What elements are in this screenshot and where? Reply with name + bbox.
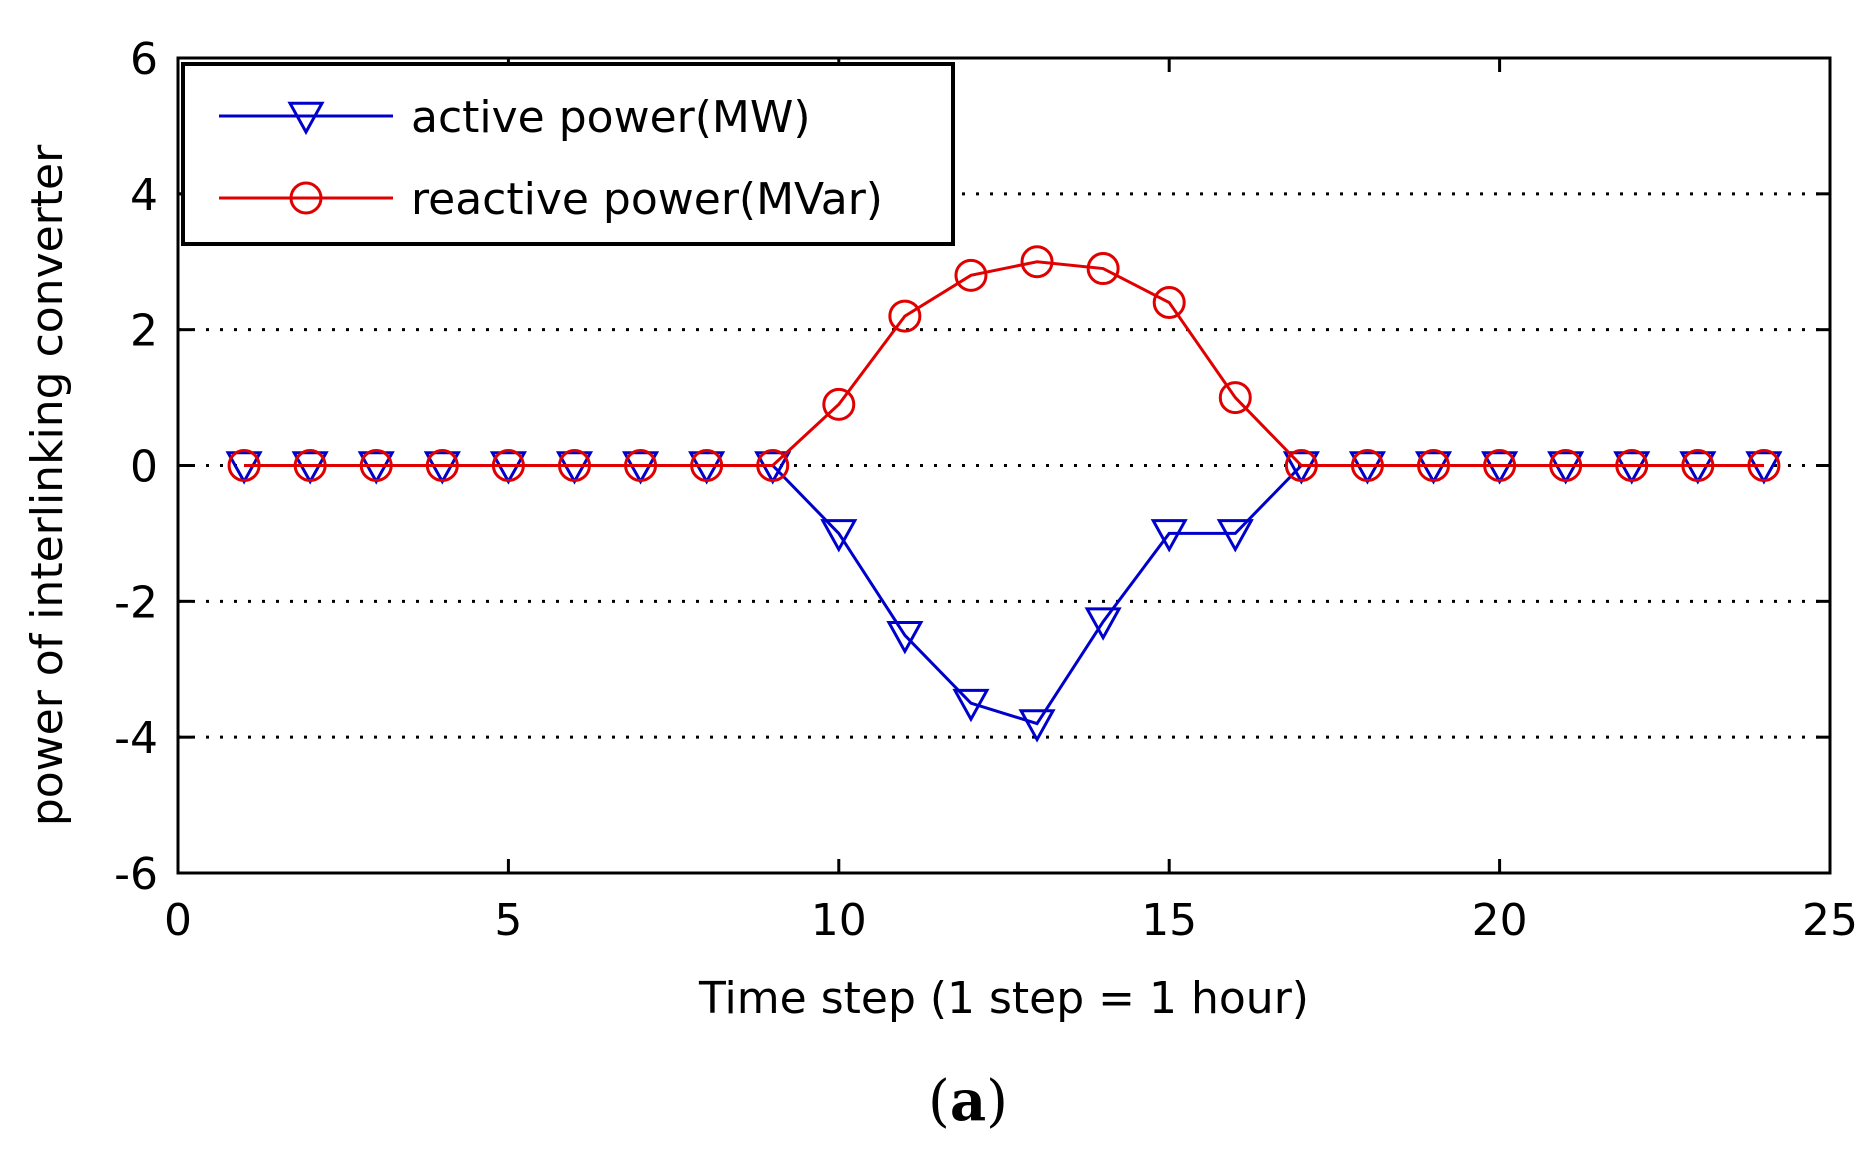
data-point bbox=[952, 688, 990, 723]
legend-marker bbox=[287, 101, 325, 136]
y-tick-label: 4 bbox=[130, 170, 158, 221]
y-tick-label: 0 bbox=[130, 442, 158, 493]
data-point bbox=[1414, 451, 1453, 485]
data-point bbox=[1615, 449, 1649, 482]
data-point bbox=[820, 519, 858, 553]
data-point bbox=[425, 449, 459, 482]
grid-lines bbox=[178, 192, 1830, 739]
data-point bbox=[888, 299, 922, 333]
panel-label: (a) bbox=[928, 1068, 1008, 1134]
data-point bbox=[291, 451, 329, 485]
series-layer bbox=[225, 245, 1783, 743]
data-point bbox=[1747, 449, 1781, 482]
data-point bbox=[1216, 519, 1254, 553]
data-point bbox=[754, 451, 792, 485]
legend-box bbox=[181, 62, 955, 246]
data-point bbox=[1152, 286, 1186, 319]
data-point bbox=[688, 451, 726, 485]
y-tick-label: 6 bbox=[130, 34, 158, 85]
data-point bbox=[1549, 449, 1583, 482]
x-tick-label: 10 bbox=[811, 895, 867, 946]
data-point bbox=[491, 449, 525, 482]
data-point bbox=[227, 449, 261, 482]
data-point bbox=[622, 451, 660, 485]
data-point bbox=[557, 449, 591, 482]
x-axis-label: Time step (1 step = 1 hour) bbox=[698, 973, 1309, 1024]
data-point bbox=[357, 451, 395, 485]
data-point bbox=[822, 387, 856, 421]
data-point bbox=[225, 451, 263, 485]
data-point bbox=[359, 449, 393, 482]
data-point bbox=[293, 449, 327, 482]
data-point bbox=[1613, 451, 1651, 485]
x-tick-label: 0 bbox=[164, 895, 192, 946]
panel-label-close: ) bbox=[986, 1069, 1008, 1134]
legend-entry: active power(MW) bbox=[219, 92, 811, 143]
data-point bbox=[1084, 607, 1122, 641]
data-point bbox=[1681, 449, 1715, 482]
data-point bbox=[1018, 709, 1056, 743]
legend-label: active power(MW) bbox=[411, 92, 811, 143]
x-tick-label: 5 bbox=[494, 895, 522, 946]
data-point bbox=[1417, 449, 1451, 482]
data-point bbox=[1745, 451, 1783, 485]
data-point bbox=[1284, 449, 1318, 482]
y-tick-label: -2 bbox=[114, 577, 158, 628]
data-point bbox=[1481, 451, 1519, 485]
data-point bbox=[1350, 449, 1384, 482]
x-tick-label: 20 bbox=[1472, 895, 1528, 946]
data-point bbox=[624, 449, 658, 482]
data-point bbox=[886, 620, 924, 655]
data-point bbox=[555, 451, 594, 485]
data-point bbox=[756, 449, 790, 482]
series-reactive-power bbox=[227, 245, 1781, 482]
data-point bbox=[1483, 449, 1517, 482]
legend: active power(MW) reactive power(MVar) bbox=[181, 62, 955, 246]
data-point bbox=[1282, 451, 1320, 485]
data-point bbox=[1218, 381, 1252, 415]
panel-label-letter: a bbox=[950, 1068, 986, 1134]
y-axis-label: power of interlinking converter bbox=[22, 144, 73, 826]
data-point bbox=[423, 451, 461, 485]
legend-label: reactive power(MVar) bbox=[411, 174, 883, 225]
y-tick-label: 2 bbox=[130, 306, 158, 357]
data-point bbox=[954, 258, 988, 292]
data-point bbox=[1150, 519, 1188, 553]
legend-marker bbox=[289, 181, 323, 215]
panel-label-open: ( bbox=[928, 1069, 950, 1134]
data-point bbox=[690, 449, 724, 482]
data-point bbox=[1348, 451, 1386, 485]
data-point bbox=[489, 451, 527, 485]
data-point bbox=[1020, 245, 1054, 279]
x-tick-label: 25 bbox=[1802, 895, 1858, 946]
x-tick-label: 15 bbox=[1141, 895, 1197, 946]
legend-entry: reactive power(MVar) bbox=[219, 174, 883, 225]
y-tick-label: -4 bbox=[114, 713, 158, 764]
data-point bbox=[1547, 451, 1585, 485]
data-point bbox=[1679, 451, 1717, 485]
series-line bbox=[244, 260, 1764, 467]
y-tick-label: -6 bbox=[114, 849, 158, 900]
data-point bbox=[1086, 252, 1120, 286]
